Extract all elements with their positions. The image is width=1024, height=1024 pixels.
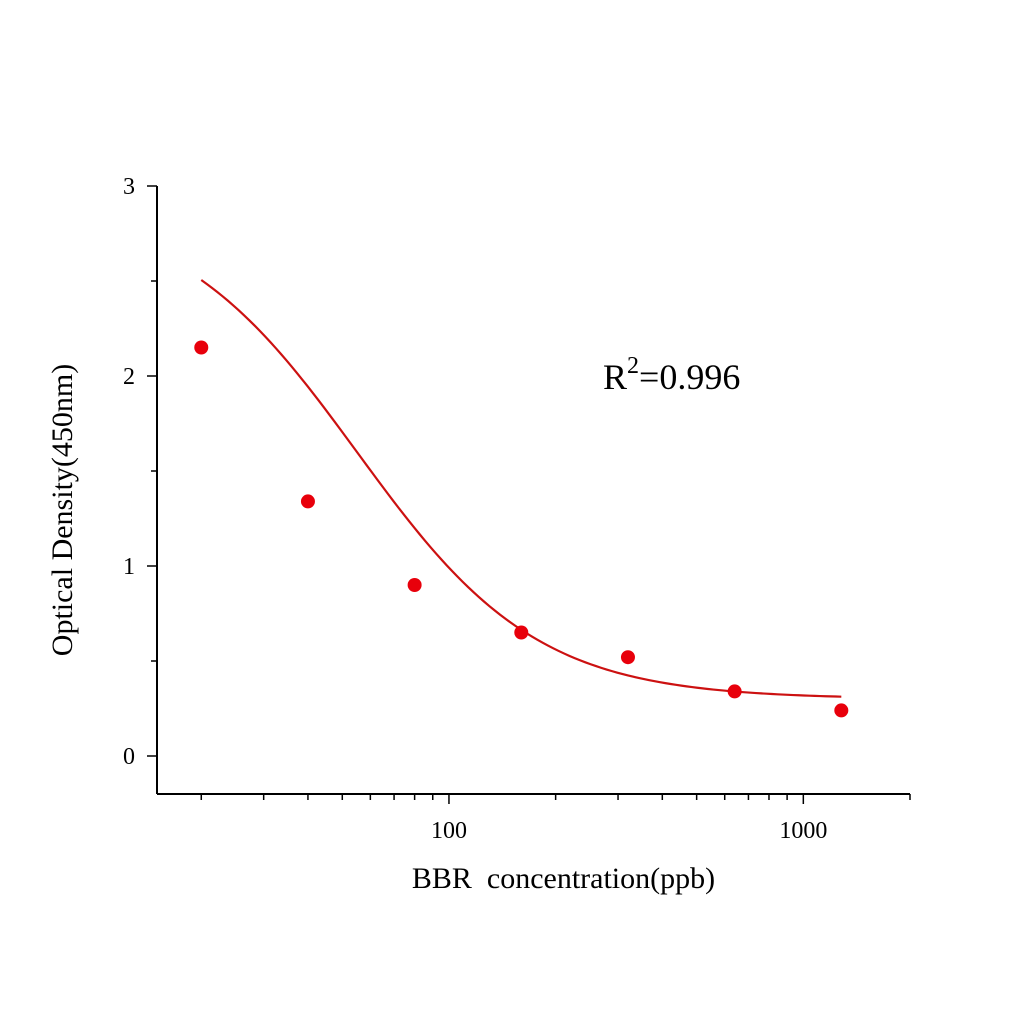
data-point <box>834 703 849 718</box>
data-point <box>300 494 315 509</box>
r-squared-value: =0.996 <box>639 357 740 397</box>
y-axis-title: Optical Density(450nm) <box>46 364 79 656</box>
data-point <box>194 340 209 355</box>
r-squared-annotation: R2=0.996 <box>603 353 740 397</box>
y-tick-label: 2 <box>123 364 135 390</box>
data-point <box>727 684 742 699</box>
x-tick-label: 1000 <box>779 818 827 844</box>
y-tick-label: 3 <box>123 174 135 200</box>
data-point <box>407 578 422 592</box>
y-tick-label: 1 <box>123 554 135 580</box>
x-tick-label: 100 <box>431 818 467 844</box>
r-squared-base: R <box>603 357 627 397</box>
x-axis-title: BBR concentration(ppb) <box>412 862 715 895</box>
data-point <box>620 650 635 665</box>
r-squared-superscript: 2 <box>627 353 639 379</box>
tick-labels: 0 1 2 3 100 1000 <box>123 174 827 844</box>
data-points <box>194 340 849 718</box>
y-tick-label: 0 <box>123 744 135 770</box>
data-point <box>514 625 529 640</box>
ticks-layer <box>147 185 911 804</box>
